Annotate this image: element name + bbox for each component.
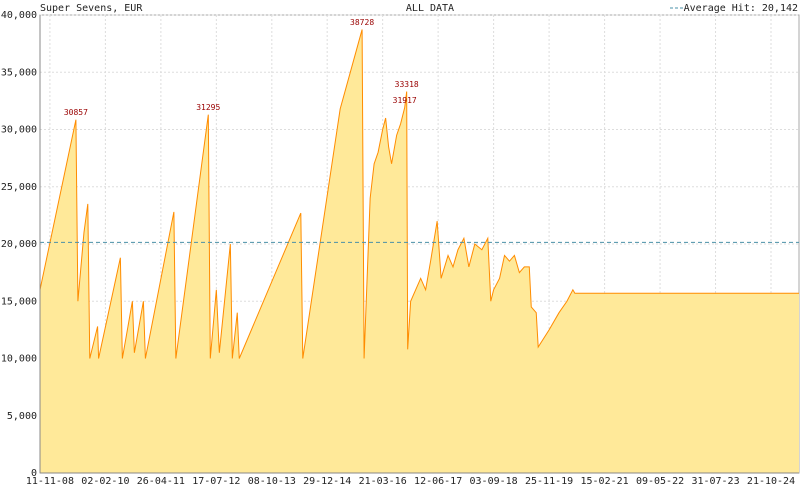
x-tick-label: 21-03-16 [359, 476, 407, 487]
y-tick-label: 25,000 [1, 182, 37, 193]
y-tick-label: 15,000 [1, 296, 37, 307]
chart-title: Super Sevens, EUR [40, 3, 143, 14]
y-tick-label: 5,000 [7, 411, 37, 422]
line [39, 29, 799, 359]
y-tick-label: 30,000 [1, 125, 37, 136]
x-tick-label: 17-07-12 [192, 476, 240, 487]
data-label: 31295 [196, 103, 220, 112]
x-tick-label: 08-10-13 [248, 476, 296, 487]
x-tick-label: 15-02-21 [580, 476, 628, 487]
average-label: Average Hit: 20,142 [684, 3, 798, 14]
data-label: 30857 [64, 108, 88, 117]
x-tick-label: 25-11-19 [525, 476, 573, 487]
x-tick-label: 21-10-24 [747, 476, 795, 487]
data-label: 33318 [395, 80, 419, 89]
x-tick-label: 26-04-11 [137, 476, 185, 487]
x-tick-label: 31-07-23 [691, 476, 739, 487]
data-label: 38728 [350, 18, 374, 27]
y-tick-label: 40,000 [1, 10, 37, 21]
area-fill [40, 29, 799, 474]
x-tick-label: 09-05-22 [636, 476, 684, 487]
y-tick-label: 20,000 [1, 239, 37, 250]
x-tick-label: 11-11-08 [26, 476, 74, 487]
x-tick-label: 29-12-14 [303, 476, 351, 487]
x-tick-label: 02-02-10 [81, 476, 129, 487]
data-label: 31917 [393, 96, 417, 105]
x-tick-label: 03-09-18 [470, 476, 518, 487]
chart-subtitle: ALL DATA [406, 3, 454, 14]
y-tick-label: 10,000 [1, 354, 37, 365]
y-tick-label: 0 [31, 468, 37, 479]
y-tick-label: 35,000 [1, 67, 37, 78]
x-tick-label: 12-06-17 [414, 476, 462, 487]
